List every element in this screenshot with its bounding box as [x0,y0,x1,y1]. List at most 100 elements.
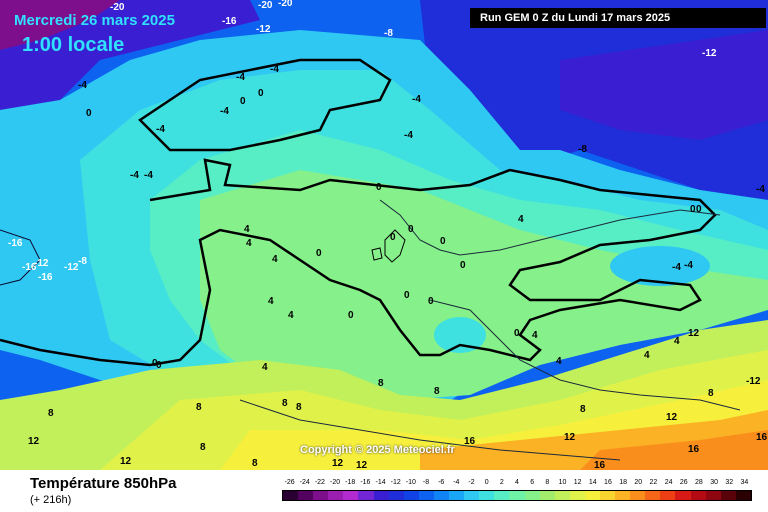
scale-swatch [479,491,495,500]
scale-tick-label: 26 [679,479,688,486]
isotherm-value-label: 4 [532,330,538,341]
color-scale-labels: -26 -24 -22 -20 -18 -16 -14 -12 -10 -8 -6 -4 -2 0 2 4 6 8… [282,479,752,489]
coastline-europe [379,199,741,411]
isotherm-value-label: 12 [120,456,132,467]
isotherm-value-label: 0 [390,232,396,243]
scale-swatch [494,491,510,500]
isotherm-value-label: -4 [684,260,693,271]
isotherm-value-label: 0 [240,96,246,107]
cold-pocket-east [610,246,710,286]
hot-zone-south [580,430,768,470]
isotherm-value-label: -4 [672,262,681,273]
isotherm-value-label: 4 [674,336,680,347]
map-canvas: -20 -20 -20-16-12 -8-12-4-4-4-400-4-4-40-4-… [0,0,768,470]
isotherm-value-label: 0 [258,88,264,99]
scale-tick-label: 34 [740,479,749,486]
isotherm-value-label: -4 [404,130,413,141]
temperature-map: -20 -20 -20 -16 -12 -8 -12 -4 -4 -4 -4 0 0 -4 -4 -4 0 -4-… [0,0,768,470]
scale-swatch [313,491,329,500]
scale-tick-label: -26 [284,479,295,486]
isotherm-value-label: 4 [556,356,562,367]
isotherm-value-label: 4 [288,310,294,321]
coastline-britain [384,229,406,263]
scale-tick-label: 12 [573,479,582,486]
isotherm-value-label: 0 [86,108,92,119]
isotherm-value-label: 12 [332,458,344,469]
scale-tick-label: 4 [515,479,519,486]
color-scale-bar [282,490,752,501]
scale-tick-label: -4 [453,479,460,486]
isotherm-value-label: 8 [708,388,714,399]
isotherm-value-label: -16 [22,262,37,273]
isotherm-value-label: -12 [746,376,761,387]
isotherm-labels: -20 -20 -20-16-12 -8-12-4-4-4-400-4-4-40-4-… [8,0,768,470]
variable-title: Température 850hPa [30,475,177,492]
scale-swatch [630,491,646,500]
isotherm-value-label: -8 [78,256,87,267]
scale-tick-label: 20 [634,479,643,486]
scale-swatch [735,491,751,500]
scale-swatch [403,491,419,500]
isotherm-value-label: -4 [144,170,153,181]
scale-tick-label: 24 [664,479,673,486]
scale-swatch [328,491,344,500]
isotherm-value-label: 0 [408,224,414,235]
isotherm-value-label: 0 [152,358,158,369]
scale-tick-label: -22 [314,479,325,486]
scale-swatch [373,491,389,500]
isotherm-value-label: -4 [156,124,165,135]
isotherm-value-label: -12 [256,24,271,35]
isotherm-value-label: 0 [690,204,696,215]
isotherm-value-label: 4 [268,296,274,307]
cold-core-northeast [560,30,768,140]
scale-swatch [539,491,555,500]
isotherm-value-label: -20 [278,0,293,9]
isotherm-value-label: 8 [296,402,302,413]
scale-tick-label: 2 [499,479,504,486]
scale-swatch [464,491,480,500]
isotherm-value-label: 0 [316,248,322,259]
isotherm-value-label: 0 [348,310,354,321]
isotherm-value-label: 4 [518,214,524,225]
cold-core-greenland [0,0,120,50]
scale-tick-label: 18 [619,479,628,486]
scale-tick-label: 16 [604,479,612,486]
isotherm-value-label: 12 [666,412,678,423]
isotherm-value-label: -4 [270,64,279,75]
scale-tick-label: -20 [330,479,341,486]
isotherm-value-label: -12 [702,48,717,59]
isotherm-value-label: 0 [404,290,410,301]
isotherm-value-label: -4 [130,170,139,181]
scale-swatch [388,491,404,500]
scale-swatch [358,491,374,500]
forecast-date: Mercredi 26 mars 2025 [14,12,175,29]
scale-swatch [675,491,691,500]
scale-tick-label: 0 [484,479,489,486]
isotherm-value-label: 16 [756,432,768,443]
isotherm-value-label: 8 [200,442,206,453]
scale-tick-label: 30 [710,479,718,486]
scale-swatch [569,491,585,500]
forecast-time: 1:00 locale [22,34,125,56]
scale-tick-label: -14 [375,479,386,486]
scale-tick-label: -16 [360,479,371,486]
coastline-west [0,229,41,286]
cold-pocket-france [434,317,486,353]
zero-isotherm-line [0,158,717,367]
scale-swatch [524,491,540,500]
scale-tick-label: -18 [345,479,356,486]
scale-swatch [690,491,706,500]
isotherm-value-label: 8 [378,378,384,389]
isotherm-value-label: 16 [688,444,700,455]
scale-tick-label: 6 [530,479,535,486]
scale-swatch [720,491,736,500]
scale-tick-label: -24 [299,479,310,486]
isotherm-value-label: -8 [384,28,393,39]
isotherm-value-label: -8 [578,144,587,155]
scale-tick-label: -10 [405,479,416,486]
isotherm-value-label: 8 [580,404,586,415]
isotherm-value-label: 12 [564,432,576,443]
isotherm-value-label: -20 [258,0,273,11]
isotherm-value-label: -4 [756,184,765,195]
scale-tick-label: 14 [588,479,597,486]
